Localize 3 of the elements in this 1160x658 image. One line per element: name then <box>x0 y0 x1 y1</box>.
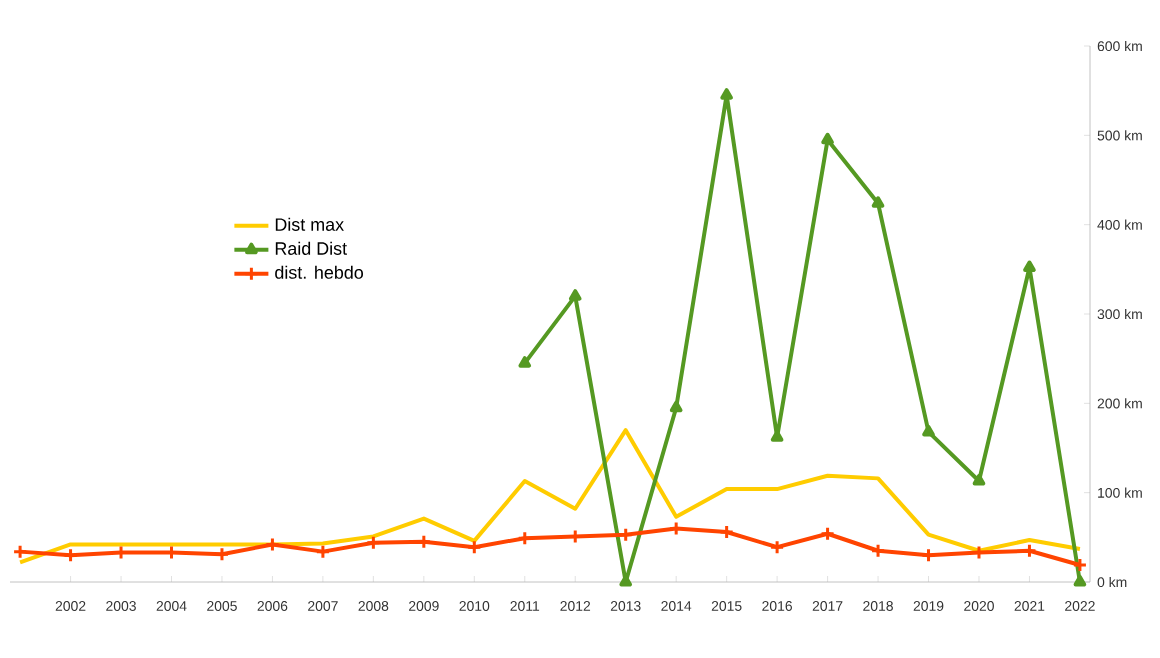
legend-label: Dist max <box>275 217 344 231</box>
legend-label: dist. hebdo <box>275 265 363 279</box>
legend-label: Raid Dist <box>275 241 347 255</box>
